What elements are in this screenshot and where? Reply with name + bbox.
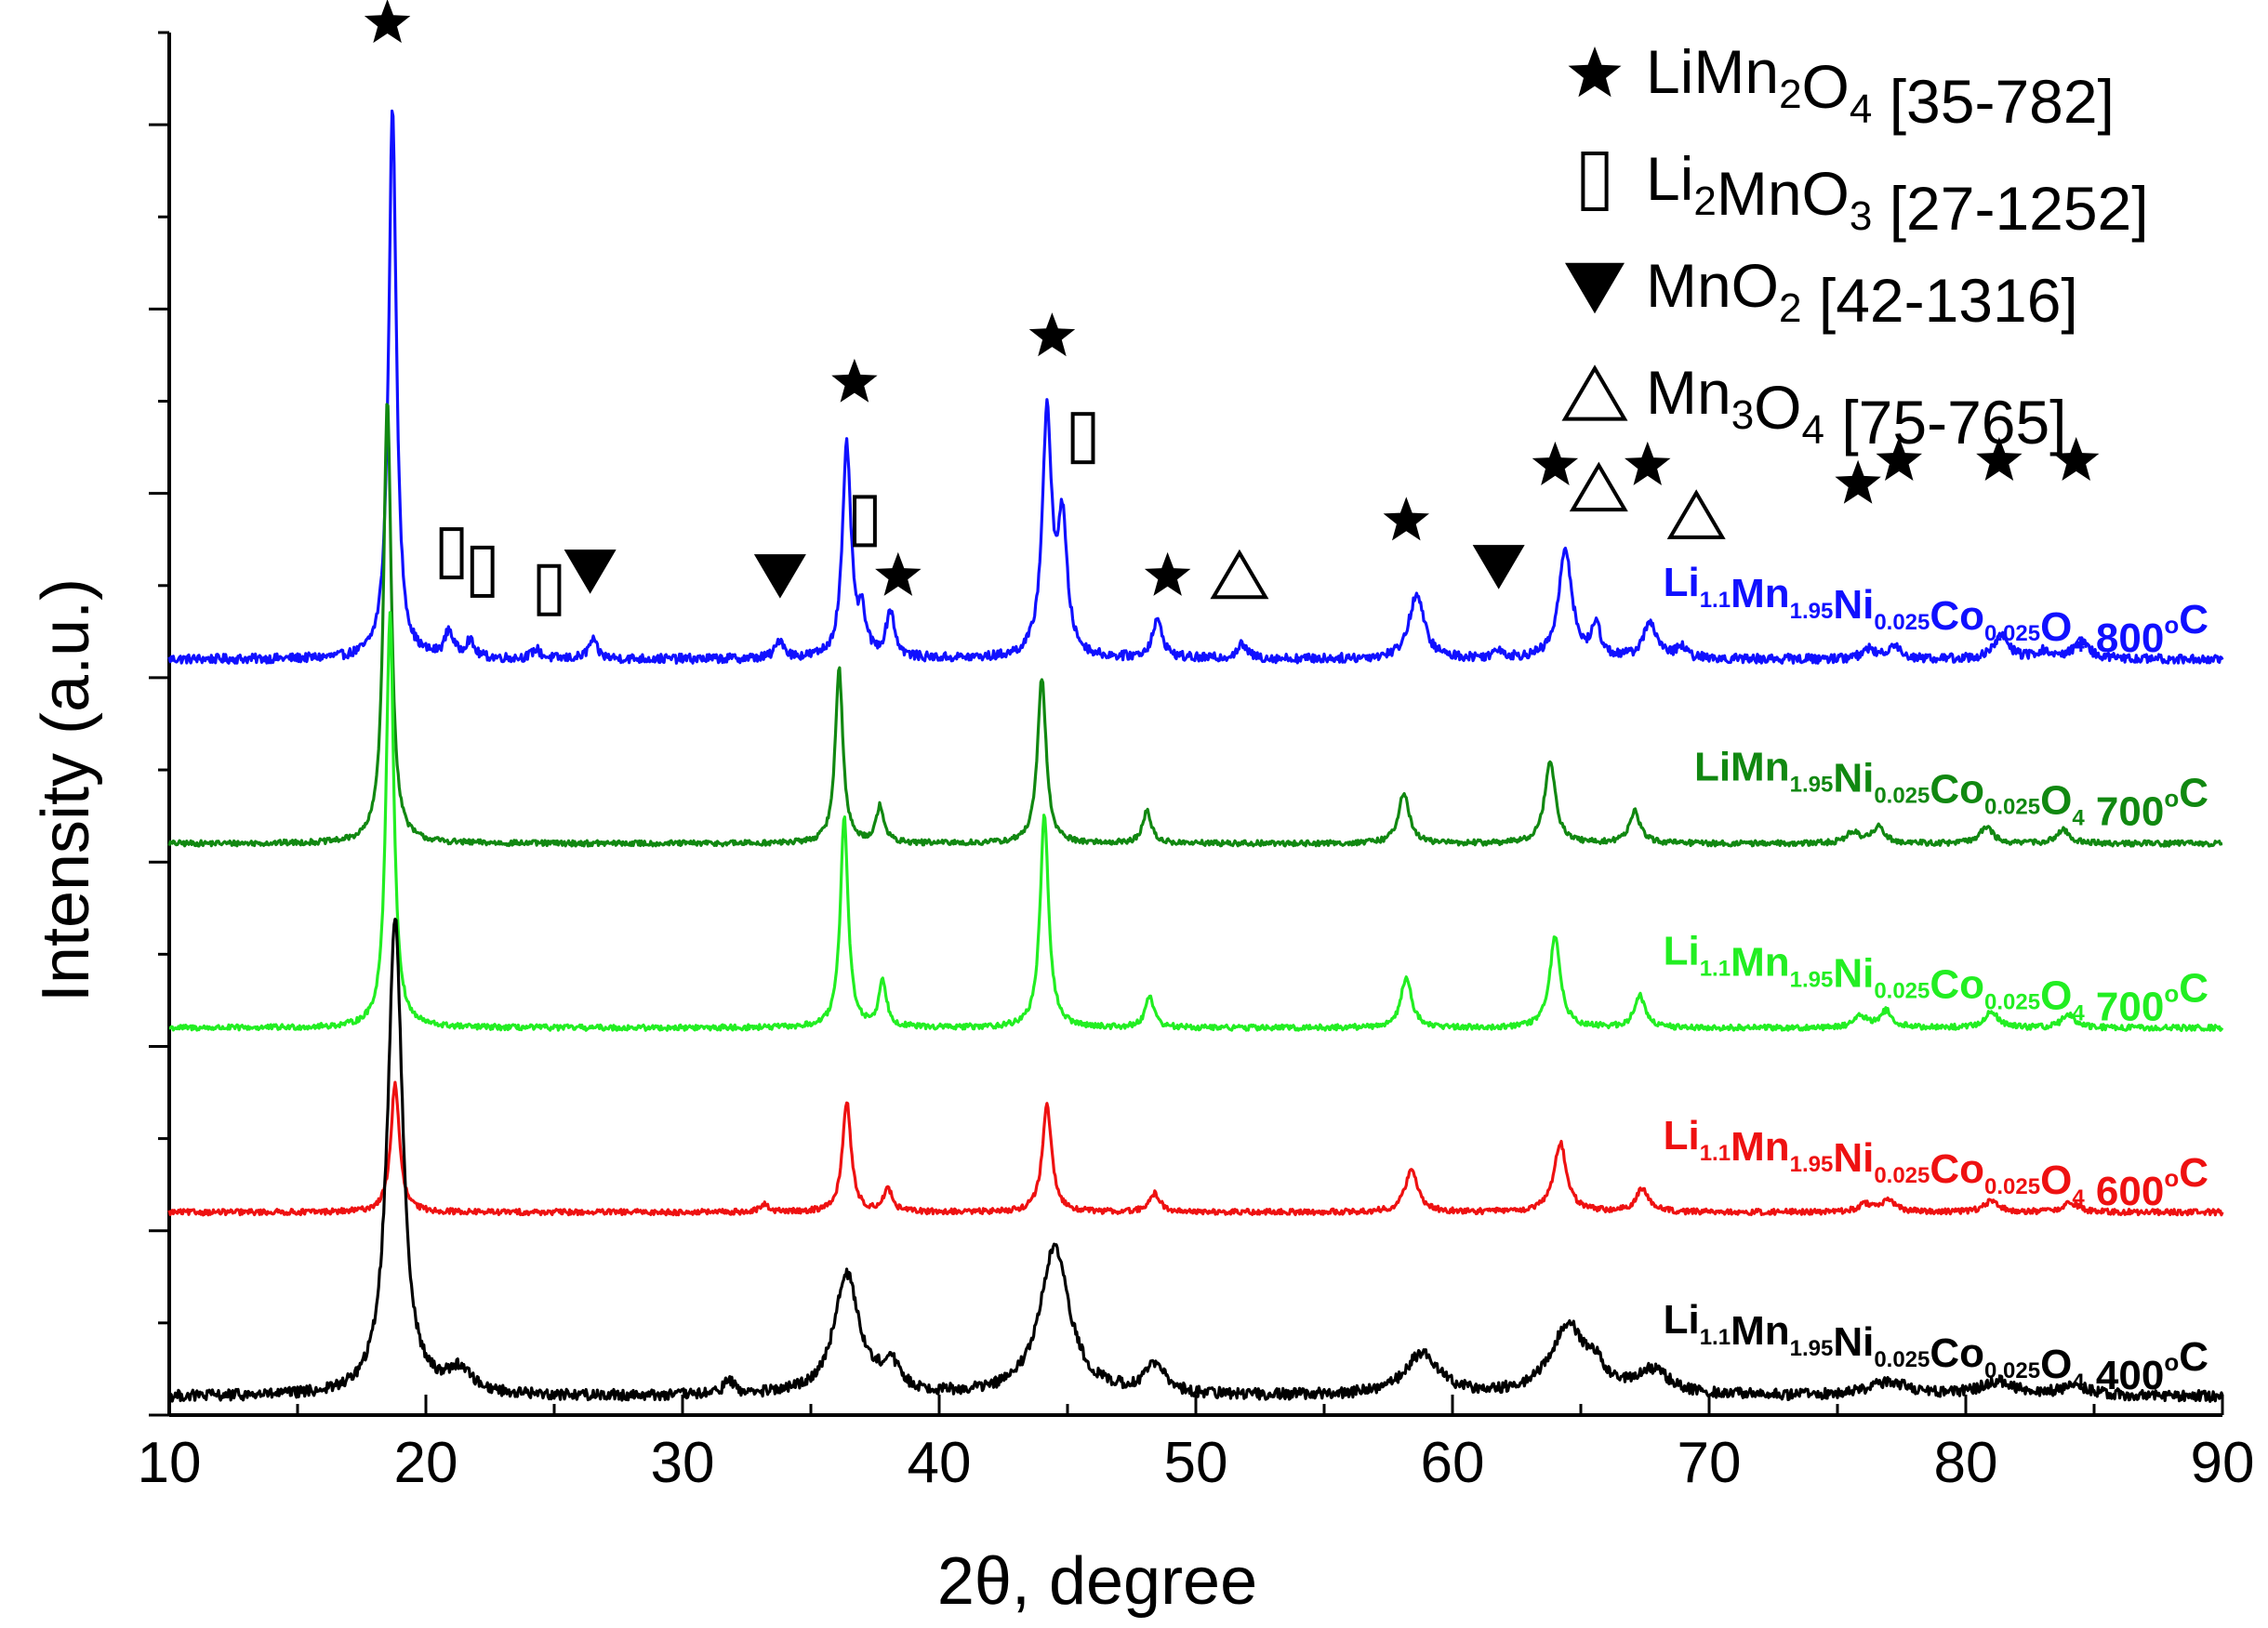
filled-star-marker bbox=[1532, 441, 1579, 485]
open-triangle-marker bbox=[1666, 489, 1726, 539]
series-line bbox=[168, 611, 2224, 1033]
open-triangle-marker bbox=[1210, 549, 1269, 600]
x-tick-label: 80 bbox=[1934, 1431, 1998, 1495]
filled-down-triangle-marker bbox=[564, 549, 617, 594]
legend: LiMn2O4 [35-782]Li2MnO3 [27-1252]MnO2 [4… bbox=[1561, 37, 2149, 457]
filled-star-marker bbox=[1028, 312, 1076, 357]
filled-down-triangle-marker bbox=[1472, 545, 1525, 589]
series-label: LiMn1.95Ni0.025Co0.025O4 700oC bbox=[1694, 744, 2208, 834]
x-tick-label: 90 bbox=[2191, 1431, 2255, 1495]
filled-down-triangle-legend-icon bbox=[1565, 262, 1625, 314]
filled-star-marker bbox=[1835, 459, 1881, 504]
series-line bbox=[167, 1080, 2224, 1217]
x-tick-label: 70 bbox=[1678, 1431, 1742, 1495]
open-box-marker bbox=[470, 545, 495, 598]
series-line bbox=[167, 403, 2223, 848]
series-labels: Li1.1Mn1.95Ni0.025Co0.025O4 800oC LiMn1.9… bbox=[1664, 560, 2208, 1398]
open-box-marker bbox=[537, 563, 562, 616]
filled-star-legend-icon bbox=[1568, 46, 1622, 98]
legend-label: Mn3O4 [75-765] bbox=[1646, 358, 2067, 457]
series-label: Li1.1Mn1.95Ni0.025Co0.025O4 400oC bbox=[1664, 1297, 2208, 1398]
open-box-legend-icon bbox=[1581, 152, 1609, 211]
filled-star-marker bbox=[1144, 551, 1191, 596]
series-line bbox=[167, 109, 2224, 665]
x-tick-label: 10 bbox=[138, 1431, 202, 1495]
filled-star-marker bbox=[1976, 437, 2023, 481]
filled-star-marker bbox=[831, 358, 878, 403]
series-label: Li1.1Mn1.95Ni0.025Co0.025O4 600oC bbox=[1664, 1113, 2208, 1214]
axes-layer: 10 20 30 40 50 60 70 80 90 bbox=[138, 31, 2255, 1495]
series-layer bbox=[167, 109, 2224, 1403]
open-triangle-marker bbox=[1569, 461, 1628, 512]
series-label: Li1.1Mn1.95Ni0.025Co0.025O4 700oC bbox=[1664, 929, 2208, 1030]
series-label: Li1.1Mn1.95Ni0.025Co0.025O4 800oC bbox=[1664, 560, 2208, 661]
legend-label: Li2MnO3 [27-1252] bbox=[1646, 144, 2149, 243]
phase-annotations bbox=[364, 0, 2100, 616]
filled-star-marker bbox=[2053, 437, 2100, 481]
legend-item: LiMn2O4 [35-782] bbox=[1568, 37, 2115, 136]
open-box-marker bbox=[853, 495, 877, 548]
filled-star-marker bbox=[1625, 441, 1671, 485]
legend-item: Mn3O4 [75-765] bbox=[1561, 358, 2067, 457]
legend-item: Li2MnO3 [27-1252] bbox=[1581, 144, 2149, 243]
filled-star-marker bbox=[1876, 437, 1922, 481]
series-line bbox=[167, 917, 2224, 1403]
open-box-marker bbox=[439, 527, 464, 580]
filled-down-triangle-marker bbox=[753, 554, 806, 599]
y-axis-title: Intensity (a.u.) bbox=[29, 578, 103, 1002]
x-tick-label: 20 bbox=[394, 1431, 458, 1495]
x-tick-label: 30 bbox=[651, 1431, 715, 1495]
x-tick-label: 40 bbox=[908, 1431, 972, 1495]
filled-star-marker bbox=[1383, 496, 1429, 541]
legend-label: MnO2 [42-1316] bbox=[1646, 251, 2078, 335]
x-axis-title: 2θ, degree bbox=[937, 1544, 1257, 1619]
filled-star-marker bbox=[364, 0, 411, 44]
x-tick-label: 60 bbox=[1421, 1431, 1485, 1495]
x-tick-label: 50 bbox=[1164, 1431, 1228, 1495]
legend-item: MnO2 [42-1316] bbox=[1565, 251, 2078, 335]
legend-label: LiMn2O4 [35-782] bbox=[1646, 37, 2115, 136]
filled-star-marker bbox=[875, 551, 922, 596]
open-triangle-legend-icon bbox=[1561, 364, 1628, 421]
open-box-marker bbox=[1070, 412, 1095, 465]
